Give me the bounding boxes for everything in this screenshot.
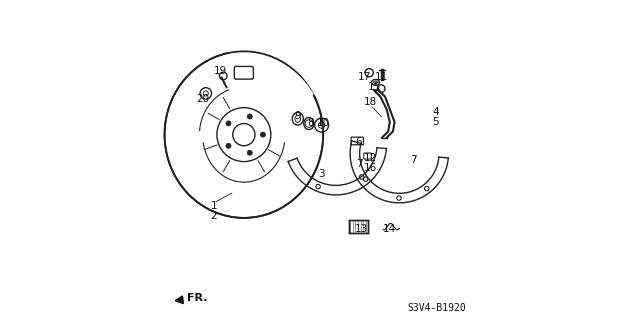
- Text: 3: 3: [318, 169, 325, 179]
- Text: 2: 2: [211, 211, 217, 220]
- Circle shape: [260, 132, 266, 137]
- Text: 15: 15: [368, 82, 381, 92]
- Text: 12: 12: [364, 153, 378, 164]
- Text: 5: 5: [433, 117, 439, 127]
- Text: 1: 1: [211, 201, 217, 211]
- Text: 13: 13: [355, 224, 368, 234]
- Circle shape: [226, 143, 231, 148]
- Text: FR.: FR.: [176, 293, 207, 303]
- Text: 11: 11: [375, 72, 388, 82]
- Text: 7: 7: [410, 155, 417, 165]
- Text: 9: 9: [294, 111, 301, 121]
- Text: 19: 19: [214, 66, 227, 76]
- Circle shape: [226, 121, 231, 126]
- Text: 7: 7: [356, 159, 363, 169]
- Text: 18: 18: [364, 97, 378, 107]
- Circle shape: [247, 150, 252, 155]
- Circle shape: [247, 114, 252, 119]
- Text: 6: 6: [355, 137, 362, 147]
- Text: 20: 20: [196, 94, 210, 104]
- Text: 14: 14: [383, 224, 396, 234]
- Text: 4: 4: [433, 108, 439, 117]
- Text: 17: 17: [358, 72, 371, 82]
- Text: S3V4-B1920: S3V4-B1920: [407, 302, 466, 313]
- Text: 16: 16: [364, 163, 378, 173]
- Wedge shape: [230, 55, 312, 135]
- Text: 8: 8: [307, 117, 314, 128]
- Text: 10: 10: [317, 117, 330, 128]
